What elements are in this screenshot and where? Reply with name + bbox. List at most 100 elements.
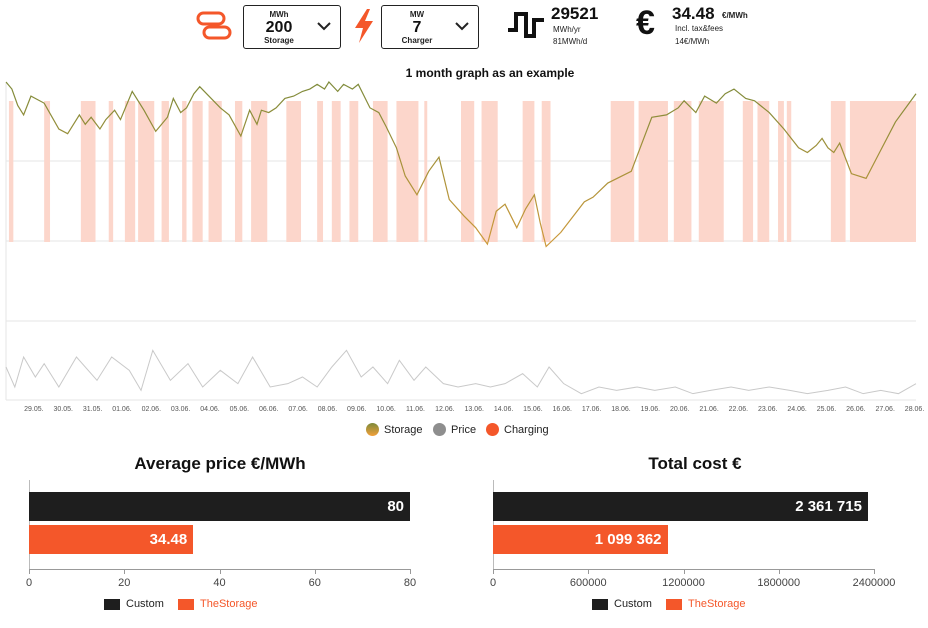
x-tick-mark — [778, 569, 780, 574]
consumption-icon — [506, 8, 546, 42]
x-tick-label: 2400000 — [852, 577, 896, 589]
charging-band — [286, 101, 302, 242]
x-tick-label: 18.06. — [611, 406, 631, 413]
bar-thestorage — [29, 525, 194, 554]
charging-band — [108, 101, 114, 242]
x-axis-baseline — [29, 569, 410, 570]
legend-charging[interactable]: Charging — [486, 423, 549, 436]
charging-band — [786, 101, 792, 242]
charging-band — [161, 101, 169, 242]
legend-storage[interactable]: Storage — [366, 423, 423, 436]
charging-band — [8, 101, 14, 242]
x-tick-label: 05.06. — [230, 406, 250, 413]
chevron-down-icon — [455, 22, 469, 31]
storage-unit: MWh — [269, 10, 289, 19]
consumption-value: 29521 — [551, 4, 599, 23]
total-cost-chart: 2 361 715 1 099 362 0 600000 1200000 1800000 2… — [464, 480, 928, 590]
avg-price-title: Average price €/MWh — [134, 454, 306, 473]
cost-legend-thestorage[interactable]: TheStorage — [666, 598, 745, 610]
avg-legend-thestorage[interactable]: TheStorage — [178, 598, 257, 610]
x-tick-label: 40 — [213, 577, 226, 589]
charging-band — [610, 101, 635, 242]
custom-legend-swatch — [104, 598, 120, 610]
avg-legend-custom-label: Custom — [126, 598, 164, 610]
x-tick-label: 0 — [489, 577, 497, 589]
charging-band — [251, 101, 268, 242]
x-tick-label: 23.06. — [758, 406, 778, 413]
x-tick-label: 01.06. — [112, 406, 132, 413]
bar-thestorage — [493, 525, 668, 554]
thestorage-legend-swatch — [178, 598, 194, 610]
charger-value: 7 — [412, 19, 422, 36]
bar-value-label: 34.48 — [149, 531, 188, 548]
charging-band — [481, 101, 498, 242]
x-tick-mark — [314, 569, 316, 574]
storage-selector[interactable]: MWh 200 Storage — [243, 5, 341, 49]
x-tick-label: 03.06. — [171, 406, 191, 413]
charging-band — [124, 101, 136, 242]
charging-band — [182, 101, 187, 242]
legend-price-label: Price — [451, 423, 477, 436]
x-tick-label: 16.06. — [553, 406, 573, 413]
bar-value-label: 80 — [387, 498, 404, 515]
x-tick-label: 19.06. — [641, 406, 661, 413]
x-axis-baseline — [493, 569, 874, 570]
x-tick-label: 21.06. — [699, 406, 719, 413]
x-tick-label: 24.06. — [787, 406, 807, 413]
charging-band — [830, 101, 846, 242]
charging-band — [461, 101, 475, 242]
storage-value: 200 — [265, 19, 293, 36]
charger-selector[interactable]: MW 7 Charger — [381, 5, 479, 49]
x-tick-label: 12.06. — [435, 406, 455, 413]
bar-value-label: 2 361 715 — [795, 498, 862, 515]
charging-band — [192, 101, 203, 242]
legend-storage-label: Storage — [384, 423, 423, 436]
x-tick-label: 1200000 — [662, 577, 705, 589]
avg-legend-thestorage-label: TheStorage — [200, 598, 258, 610]
charging-band — [331, 101, 341, 242]
charging-band — [80, 101, 96, 242]
x-tick-mark — [219, 569, 221, 574]
x-tick-label: 0 — [25, 577, 33, 589]
euro-icon: € — [636, 4, 655, 42]
storage-caption: Storage — [264, 36, 294, 45]
bar-custom — [29, 492, 410, 521]
charging-legend-swatch — [486, 423, 499, 436]
x-tick-label: 26.06. — [846, 406, 866, 413]
x-tick-label: 20.06. — [670, 406, 690, 413]
avg-legend-custom[interactable]: Custom — [104, 598, 164, 610]
x-tick-label: 1800000 — [757, 577, 801, 589]
charging-band — [638, 101, 668, 242]
x-tick-mark — [588, 569, 590, 574]
charging-band — [234, 101, 243, 242]
charging-band — [138, 101, 155, 242]
x-tick-label: 06.06. — [259, 406, 279, 413]
price-note: Incl. tax&fees — [675, 24, 724, 33]
x-tick-mark — [29, 569, 30, 574]
x-tick-label: 80 — [403, 577, 417, 589]
x-tick-label: 04.06. — [200, 406, 220, 413]
lightning-icon — [352, 8, 376, 44]
charging-band — [372, 101, 388, 242]
charger-caption: Charger — [401, 36, 433, 45]
charging-band — [522, 101, 535, 242]
price-value: 34.48 — [672, 4, 715, 23]
main-chart-title: 1 month graph as an example — [405, 66, 575, 80]
charging-band — [698, 101, 724, 242]
x-tick-label: 28.06. — [905, 406, 925, 413]
x-tick-label: 20 — [118, 577, 131, 589]
price-legend-swatch — [433, 423, 446, 436]
legend-price[interactable]: Price — [433, 423, 476, 436]
legend-charging-label: Charging — [504, 423, 549, 436]
x-tick-label: 14.06. — [494, 406, 514, 413]
consumption-yearly: MWh/yr — [553, 25, 581, 34]
x-tick-mark — [493, 569, 494, 574]
x-tick-label: 02.06. — [142, 406, 162, 413]
x-tick-label: 31.05. — [83, 406, 103, 413]
price-fees: 14€/MWh — [675, 37, 710, 46]
cost-legend-custom[interactable]: Custom — [592, 598, 652, 610]
storage-legend-swatch — [366, 423, 379, 436]
x-tick-label: 17.06. — [582, 406, 602, 413]
charging-band — [396, 101, 419, 242]
storage-series-line — [5, 81, 917, 248]
